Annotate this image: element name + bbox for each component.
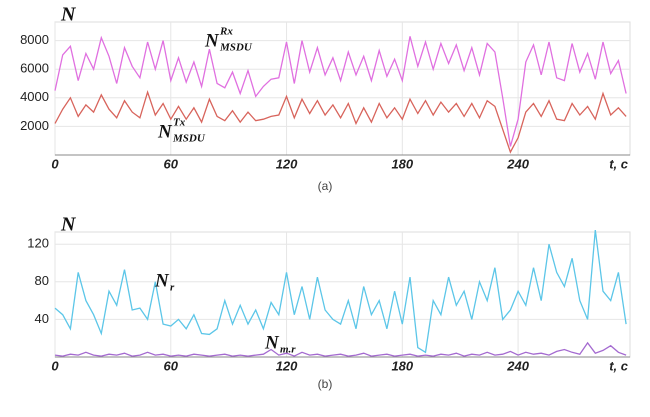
x-tick-label: 240 <box>506 156 529 171</box>
y-axis-label: N <box>60 4 77 26</box>
x-tick-label: 60 <box>164 358 179 373</box>
x-tick-label: 0 <box>51 358 59 373</box>
y-tick-label: 120 <box>27 236 49 251</box>
series-line <box>54 230 627 354</box>
series-label-sub: r <box>170 282 175 294</box>
y-tick-label: 6000 <box>20 61 49 76</box>
x-tick-label: 60 <box>164 156 179 171</box>
plot-frame <box>54 21 631 156</box>
caption: (b) <box>318 377 333 391</box>
series-label-sub: MSDU <box>172 133 206 145</box>
series-line <box>54 35 627 147</box>
series-label-sub: m.r <box>280 344 296 356</box>
x-tick-label: 240 <box>506 358 529 373</box>
x-tick-label: 180 <box>391 156 413 171</box>
x-axis-label: t, c <box>609 156 629 171</box>
plot-frame <box>54 231 631 358</box>
y-tick-label: 2000 <box>20 118 49 133</box>
series-line <box>54 89 627 154</box>
x-tick-label: 0 <box>51 156 59 171</box>
y-tick-label: 80 <box>35 273 49 288</box>
series-label: N <box>264 332 280 353</box>
series-label: N <box>157 121 173 142</box>
y-axis-label: N <box>60 214 77 236</box>
y-tick-label: 40 <box>35 311 49 326</box>
y-tick-label: 8000 <box>20 32 49 47</box>
series-line <box>54 341 627 357</box>
x-tick-label: 120 <box>276 156 298 171</box>
series-label: N <box>204 30 220 51</box>
series-label-sub: MSDU <box>219 42 253 54</box>
y-tick-label: 4000 <box>20 89 49 104</box>
series-label-sup: Tx <box>173 117 186 129</box>
x-axis-label: t, c <box>609 358 629 373</box>
x-tick-label: 180 <box>391 358 413 373</box>
series-label-sup: Rx <box>219 26 233 38</box>
x-tick-label: 120 <box>276 358 298 373</box>
series-label: N <box>154 270 170 291</box>
caption: (a) <box>318 179 333 193</box>
